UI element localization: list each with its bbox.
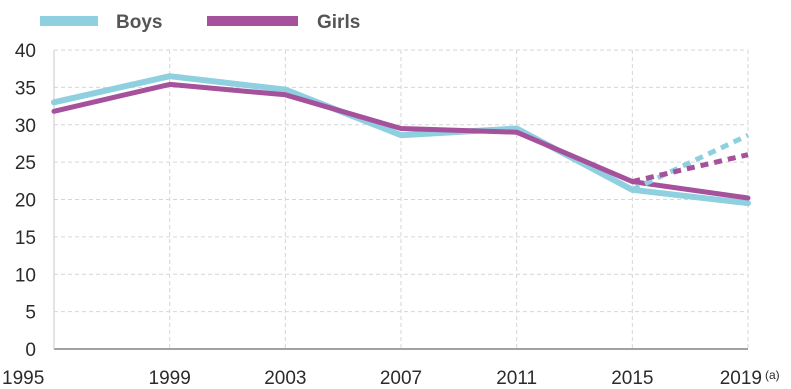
x-tick-label-2019: 2019 (720, 368, 762, 389)
legend-label-boys: Boys (116, 12, 162, 33)
series-line-girls (51, 81, 751, 201)
y-tick-label-30: 30 (15, 116, 36, 137)
y-tick-label-0: 0 (25, 340, 36, 361)
y-tick-label-15: 15 (15, 228, 36, 249)
series-line-boys (51, 73, 751, 207)
legend-label-girls: Girls (317, 12, 360, 33)
y-tick-label-20: 20 (15, 191, 36, 212)
x-tick-label-2011: 2011 (496, 368, 537, 389)
x-tick-note: (a) (765, 368, 780, 382)
series-projection-boys (631, 132, 750, 193)
y-tick-label-5: 5 (25, 303, 36, 324)
x-tick-label-1995: 1995 (2, 368, 44, 389)
x-tick-label-2015: 2015 (611, 368, 653, 389)
series-projection-girls (631, 152, 749, 184)
series (51, 73, 751, 207)
y-tick-label-10: 10 (15, 265, 36, 286)
y-tick-label-25: 25 (15, 153, 36, 174)
y-tick-label-35: 35 (15, 78, 36, 99)
x-tick-label-1999: 1999 (149, 368, 191, 389)
tick-labels: 0 5 10 15 20 25 30 35 40 1995 1999 2003 2007 2011 2015… (2, 41, 780, 389)
x-tick-label-2007: 2007 (380, 368, 422, 389)
y-tick-label-40: 40 (15, 41, 36, 62)
legend: Boys Girls (40, 12, 360, 33)
x-tick-label-2003: 2003 (264, 368, 306, 389)
grid (54, 49, 749, 349)
